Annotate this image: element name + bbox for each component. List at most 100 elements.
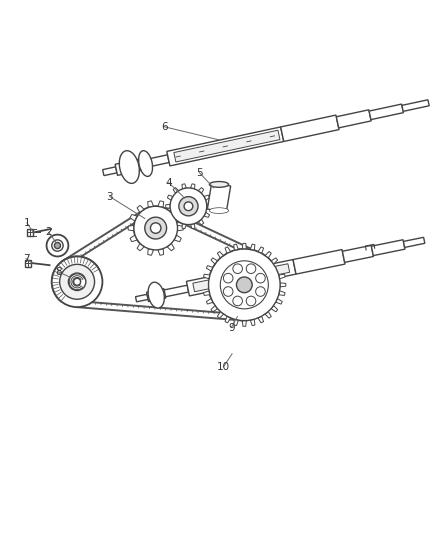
Ellipse shape (138, 151, 152, 176)
Polygon shape (207, 183, 231, 212)
Polygon shape (137, 244, 144, 251)
Text: 6: 6 (161, 122, 168, 132)
Polygon shape (130, 214, 137, 221)
Polygon shape (234, 244, 238, 251)
Text: 10: 10 (217, 362, 230, 372)
Text: 4: 4 (166, 177, 172, 188)
Polygon shape (174, 235, 181, 241)
Polygon shape (167, 205, 174, 213)
Polygon shape (206, 265, 213, 271)
Circle shape (223, 273, 233, 283)
Polygon shape (234, 319, 238, 326)
Circle shape (52, 256, 102, 307)
Polygon shape (204, 274, 210, 279)
Polygon shape (147, 289, 166, 302)
Polygon shape (369, 104, 403, 119)
FancyBboxPatch shape (25, 260, 31, 266)
Polygon shape (281, 115, 339, 141)
Polygon shape (198, 188, 204, 193)
Polygon shape (174, 130, 280, 162)
Polygon shape (343, 245, 374, 262)
Circle shape (256, 273, 265, 283)
Polygon shape (242, 321, 246, 326)
Circle shape (74, 278, 81, 285)
Circle shape (246, 296, 256, 306)
Circle shape (179, 197, 198, 216)
Polygon shape (242, 244, 246, 249)
Polygon shape (206, 298, 213, 304)
Circle shape (184, 202, 193, 211)
Polygon shape (102, 167, 117, 175)
Polygon shape (225, 316, 230, 323)
Polygon shape (204, 291, 210, 295)
Polygon shape (187, 260, 296, 296)
Circle shape (237, 277, 252, 293)
Polygon shape (258, 316, 264, 323)
Circle shape (60, 264, 95, 299)
Polygon shape (251, 244, 255, 251)
Polygon shape (191, 184, 195, 189)
Text: 2: 2 (46, 228, 52, 237)
Polygon shape (211, 305, 218, 312)
Polygon shape (148, 201, 153, 207)
Polygon shape (166, 204, 170, 208)
Circle shape (233, 296, 243, 306)
Polygon shape (158, 249, 164, 255)
FancyBboxPatch shape (27, 229, 33, 236)
Polygon shape (198, 219, 204, 225)
Polygon shape (279, 274, 285, 279)
Circle shape (150, 223, 161, 233)
Polygon shape (167, 244, 174, 251)
Polygon shape (167, 127, 284, 166)
Polygon shape (167, 195, 173, 200)
Polygon shape (265, 312, 271, 318)
Polygon shape (217, 252, 223, 258)
Circle shape (52, 240, 63, 251)
Polygon shape (177, 225, 183, 231)
Polygon shape (204, 212, 209, 217)
Polygon shape (403, 237, 425, 247)
Ellipse shape (209, 182, 229, 187)
Polygon shape (193, 264, 290, 292)
Text: 5: 5 (196, 168, 203, 177)
Polygon shape (225, 247, 230, 254)
Polygon shape (158, 201, 164, 207)
Circle shape (68, 273, 86, 290)
Ellipse shape (209, 208, 229, 214)
Polygon shape (173, 219, 179, 225)
Polygon shape (217, 312, 223, 318)
Polygon shape (182, 184, 186, 189)
Circle shape (145, 217, 166, 239)
Polygon shape (130, 235, 137, 241)
Text: 8: 8 (55, 266, 62, 277)
Text: 3: 3 (106, 192, 113, 201)
Polygon shape (203, 283, 208, 287)
Polygon shape (371, 240, 405, 256)
Polygon shape (276, 298, 283, 304)
Polygon shape (211, 258, 218, 264)
Ellipse shape (148, 282, 164, 308)
Polygon shape (276, 265, 283, 271)
Text: 7: 7 (23, 254, 29, 264)
Polygon shape (148, 249, 153, 255)
Polygon shape (182, 224, 186, 229)
Polygon shape (336, 110, 371, 128)
Circle shape (233, 264, 243, 273)
Polygon shape (191, 224, 195, 229)
Text: 9: 9 (228, 322, 234, 333)
Polygon shape (115, 159, 144, 175)
Polygon shape (265, 252, 271, 258)
Polygon shape (137, 205, 144, 213)
Ellipse shape (119, 151, 139, 183)
Polygon shape (402, 100, 429, 111)
Polygon shape (251, 319, 255, 326)
Polygon shape (128, 225, 134, 231)
Circle shape (54, 243, 60, 248)
Circle shape (220, 261, 268, 309)
Polygon shape (167, 212, 173, 217)
Polygon shape (141, 155, 169, 168)
Circle shape (223, 287, 233, 296)
Polygon shape (271, 258, 278, 264)
Polygon shape (207, 204, 211, 208)
Polygon shape (164, 285, 189, 297)
